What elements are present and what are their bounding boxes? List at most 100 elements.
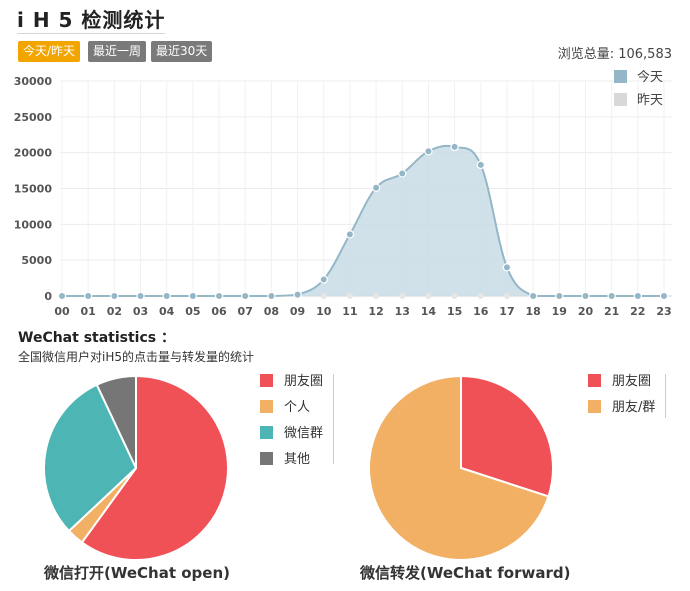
today-point: [110, 291, 119, 301]
pie-slice: [95, 374, 137, 469]
wechat-section-subtitle: 全国微信用户对iH5的点击量与转发量的统计: [18, 350, 254, 364]
today-point: [241, 291, 250, 301]
page-title: i H 5 检测统计: [17, 8, 166, 32]
today-point: [214, 291, 224, 301]
yesterday-point: [503, 293, 510, 299]
legend-swatch: [588, 374, 601, 387]
legend-swatch: [588, 400, 601, 413]
wechat-open-caption: 微信打开(WeChat open): [44, 564, 230, 582]
x-tick-label: 20: [578, 305, 594, 318]
y-tick-label: 0: [44, 290, 52, 303]
yesterday-point: [346, 293, 353, 299]
legend-swatch: [260, 374, 273, 387]
tab-last-30-days[interactable]: 最近30天: [151, 41, 213, 62]
y-tick-label: 25000: [14, 111, 53, 124]
today-point: [57, 291, 67, 301]
x-tick-label: 06: [211, 305, 227, 318]
y-tick-label: 5000: [21, 254, 52, 267]
x-tick-label: 08: [264, 305, 279, 318]
wechat-open-pie: [43, 374, 229, 561]
x-tick-label: 23: [656, 305, 671, 318]
x-tick-label: 19: [552, 305, 567, 318]
x-tick-label: 02: [107, 305, 122, 318]
wechat-open-legend: 朋友圈个人微信群其他: [260, 374, 335, 467]
x-tick-label: 10: [316, 305, 332, 318]
title-divider: [17, 33, 165, 34]
x-tick-label: 14: [421, 305, 437, 318]
legend-item: 个人: [260, 400, 323, 426]
yesterday-point: [477, 293, 484, 299]
x-tick-label: 12: [368, 305, 383, 318]
x-tick-label: 15: [447, 305, 462, 318]
today-point: [162, 291, 171, 301]
y-tick-label: 30000: [14, 75, 53, 88]
legend-label: 朋友圈: [284, 374, 324, 389]
legend-item: 朋友圈: [260, 374, 323, 400]
today-point: [607, 291, 616, 301]
today-point: [659, 291, 669, 301]
yesterday-point: [399, 293, 406, 299]
today-point: [83, 291, 93, 301]
today-point: [502, 263, 512, 272]
legend-item: 朋友/群: [588, 400, 655, 426]
x-tick-label: 01: [81, 305, 96, 318]
x-tick-label: 03: [133, 305, 148, 318]
x-tick-label: 11: [342, 305, 357, 318]
today-point: [528, 291, 538, 301]
yesterday-point: [451, 293, 458, 299]
views-total: 浏览总量: 106,583: [557, 47, 672, 62]
x-tick-label: 13: [395, 305, 410, 318]
legend-swatch: [614, 70, 627, 83]
legend-label: 朋友/群: [612, 400, 656, 415]
today-point: [398, 169, 407, 178]
hourly-views-chart: 0 5000 10000 15000 20000 25000 30000 00 01 02 03 04…: [14, 70, 672, 318]
legend-label: 今天: [637, 70, 663, 85]
legend-item: 其他: [260, 452, 323, 478]
x-tick-label: 07: [238, 305, 253, 318]
x-tick-label: 16: [473, 305, 489, 318]
pie-slice: [368, 374, 550, 561]
legend-label: 朋友圈: [612, 374, 652, 389]
y-tick-label: 20000: [14, 147, 53, 160]
x-tick-label: 09: [290, 305, 305, 318]
legend-swatch: [260, 400, 273, 413]
today-point: [319, 275, 328, 284]
x-tick-label: 05: [185, 305, 200, 318]
x-tick-label: 22: [630, 305, 645, 318]
x-tick-label: 18: [525, 305, 540, 318]
wechat-forward-caption: 微信转发(WeChat forward): [360, 564, 571, 582]
yesterday-point: [425, 293, 432, 299]
today-point: [581, 291, 590, 301]
today-point: [424, 147, 433, 156]
x-tick-label: 17: [499, 305, 514, 318]
today-point: [633, 291, 643, 301]
today-point: [555, 291, 564, 301]
today-area: [62, 145, 664, 296]
yesterday-point: [373, 293, 380, 299]
legend-item: 朋友圈: [588, 374, 655, 400]
legend-label: 昨天: [637, 93, 663, 108]
tab-today-yesterday[interactable]: 今天/昨天: [18, 41, 81, 62]
y-tick-label: 15000: [14, 183, 53, 196]
wechat-forward-legend: 朋友圈朋友/群: [588, 374, 667, 418]
x-tick-label: 21: [604, 305, 619, 318]
yesterday-point: [320, 293, 327, 299]
x-tick-label: 00: [54, 305, 70, 318]
legend-item: 微信群: [260, 426, 323, 452]
today-point: [188, 291, 198, 301]
legend-label: 个人: [284, 400, 311, 415]
wechat-forward-pie: [368, 374, 554, 561]
wechat-section-title: WeChat statistics ：: [18, 330, 175, 346]
today-point: [136, 291, 145, 301]
pie-slice: [80, 374, 229, 561]
tab-last-week[interactable]: 最近一周: [88, 41, 147, 62]
legend-label: 微信群: [284, 426, 324, 441]
legend-swatch: [260, 452, 273, 465]
legend-label: 其他: [284, 452, 311, 467]
pie-slice: [460, 374, 554, 498]
legend-swatch: [614, 93, 627, 106]
y-tick-label: 10000: [14, 218, 53, 231]
x-tick-label: 04: [159, 305, 175, 318]
today-point: [371, 183, 381, 192]
today-point: [293, 290, 302, 299]
